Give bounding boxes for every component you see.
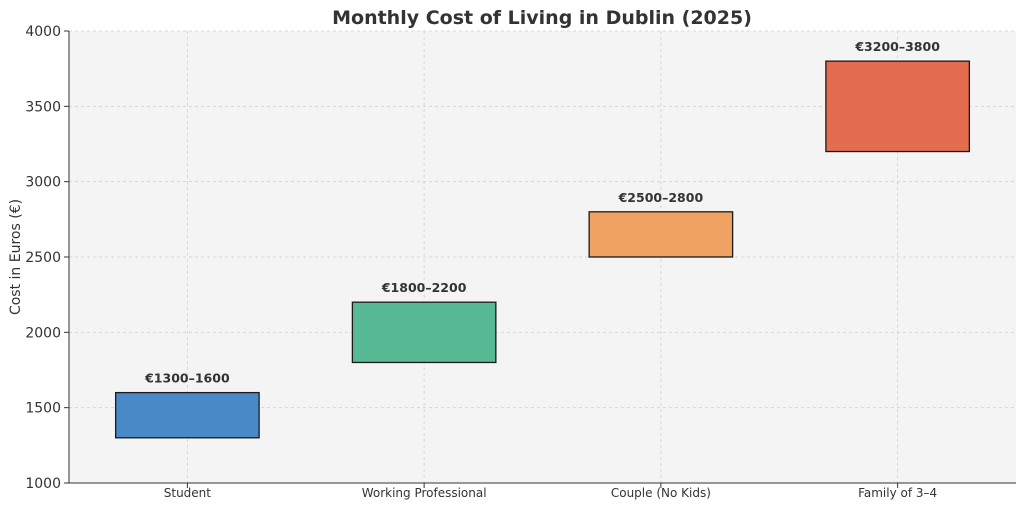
bar-value-label: €2500–2800 [618, 190, 704, 205]
x-tick-label: Family of 3–4 [858, 486, 937, 500]
y-tick-label: 2500 [25, 250, 61, 266]
bar-value-label: €1800–2200 [381, 280, 467, 295]
y-tick-label: 3000 [25, 175, 61, 191]
bar-value-label: €3200–3800 [854, 39, 940, 54]
y-tick-label: 4000 [25, 24, 61, 40]
bar-value-label: €1300–1600 [144, 371, 230, 386]
x-tick-label: Student [164, 486, 212, 500]
bar [825, 60, 971, 153]
bar [351, 301, 497, 364]
x-tick-label: Working Professional [362, 486, 487, 500]
x-tick-label: Couple (No Kids) [611, 486, 711, 500]
y-tick-label: 2000 [25, 325, 61, 341]
bar [114, 391, 260, 439]
y-tick-label: 1500 [25, 401, 61, 417]
bar [588, 211, 734, 258]
ticks: 1000 1500 2000 2500 3000 3500 4000 Student Worki… [25, 24, 937, 500]
y-axis-label: Cost in Euros (€) [8, 199, 24, 315]
y-tick-label: 3500 [25, 99, 61, 115]
chart-title: Monthly Cost of Living in Dublin (2025) [332, 7, 752, 29]
y-tick-label: 1000 [25, 476, 61, 492]
bars: €1300–1600 €1800–2200 €2500–2800 €3200–3800 [114, 39, 971, 439]
